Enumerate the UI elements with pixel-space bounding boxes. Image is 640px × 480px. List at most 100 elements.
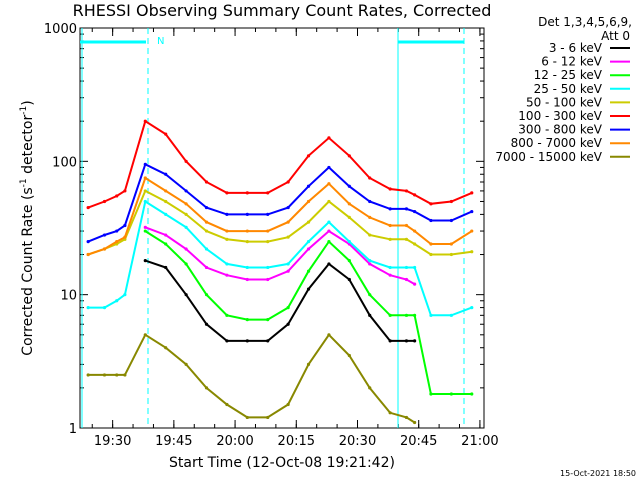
data-point — [115, 194, 119, 198]
data-point — [286, 305, 290, 310]
legend-label: 300 - 800 keV — [518, 123, 602, 137]
legend-attenuator: Att 0 — [601, 29, 630, 43]
data-point — [327, 136, 331, 140]
data-point — [347, 184, 351, 188]
data-point — [449, 218, 453, 223]
data-point — [327, 165, 331, 170]
legend-header: Det 1,3,4,5,6,9, — [538, 15, 632, 29]
data-point — [204, 386, 209, 390]
data-point — [306, 362, 311, 366]
data-point — [266, 318, 270, 322]
data-point — [388, 411, 392, 415]
data-point — [115, 229, 119, 233]
data-point — [470, 305, 474, 310]
data-point — [388, 265, 392, 270]
data-point — [286, 180, 290, 184]
data-point — [404, 223, 409, 228]
y-axis-label-sup1: -1 — [19, 178, 29, 187]
data-point — [184, 247, 188, 251]
data-point — [164, 172, 168, 176]
data-point — [327, 240, 331, 244]
data-point — [225, 273, 229, 277]
data-point — [429, 242, 433, 246]
data-point — [184, 189, 188, 193]
data-point — [266, 212, 270, 216]
data-point — [204, 247, 209, 251]
data-point — [429, 202, 433, 206]
data-point — [413, 229, 417, 233]
data-point — [413, 242, 417, 246]
legend-label: 800 - 7000 keV — [511, 136, 603, 150]
data-point — [164, 189, 168, 193]
data-point — [266, 240, 270, 244]
data-point — [204, 322, 209, 326]
data-point — [266, 277, 270, 282]
data-point — [286, 322, 290, 326]
series-line-6 — [87, 162, 473, 243]
data-point — [327, 199, 331, 204]
data-point — [327, 220, 331, 224]
data-point — [143, 229, 147, 233]
data-point — [388, 207, 392, 211]
data-point — [286, 269, 290, 273]
data-point — [306, 240, 311, 244]
data-point — [449, 252, 453, 257]
data-point — [347, 353, 351, 358]
data-point — [413, 313, 417, 317]
data-point — [225, 402, 229, 407]
data-point — [306, 199, 311, 204]
data-point — [347, 202, 351, 206]
data-point — [413, 193, 417, 197]
data-point — [347, 277, 351, 282]
data-point — [266, 191, 270, 195]
data-point — [286, 220, 290, 224]
data-point — [164, 265, 168, 270]
data-point — [286, 205, 290, 210]
data-point — [225, 237, 229, 241]
data-point — [368, 386, 372, 390]
data-point — [388, 187, 392, 191]
data-point — [204, 220, 209, 224]
data-point — [266, 265, 270, 270]
y-axis-label-main: Corrected Count Rate (s — [20, 187, 36, 355]
data-point — [123, 189, 127, 193]
data-point — [449, 242, 453, 246]
data-point — [404, 265, 409, 270]
data-point — [404, 207, 409, 211]
data-point — [413, 339, 417, 343]
data-point — [86, 305, 90, 310]
data-point — [184, 212, 188, 216]
data-point — [368, 215, 372, 219]
data-point — [225, 212, 229, 216]
data-point — [413, 265, 417, 270]
data-point — [115, 299, 119, 303]
data-point — [306, 269, 311, 273]
data-point — [164, 233, 168, 237]
data-point — [470, 229, 474, 233]
data-point — [164, 212, 168, 216]
data-point — [327, 229, 331, 233]
legend-label: 50 - 100 keV — [526, 95, 603, 109]
series-line-0 — [144, 259, 415, 342]
data-point — [225, 229, 229, 233]
data-point — [225, 339, 229, 343]
data-point — [86, 373, 90, 377]
data-point — [266, 229, 270, 233]
data-point — [225, 262, 229, 266]
data-point — [470, 392, 474, 396]
data-point — [245, 229, 249, 233]
data-point — [123, 223, 127, 228]
data-point — [164, 132, 168, 136]
data-point — [245, 265, 249, 270]
data-point — [143, 176, 147, 180]
data-point — [429, 313, 433, 317]
x-tick-label: 19:30 — [94, 434, 131, 449]
data-point — [404, 277, 409, 282]
data-point — [306, 287, 311, 291]
legend-label: 12 - 25 keV — [534, 68, 603, 82]
data-point — [225, 313, 229, 317]
night-marker-label: N — [157, 36, 164, 47]
series-line-5 — [87, 119, 473, 209]
